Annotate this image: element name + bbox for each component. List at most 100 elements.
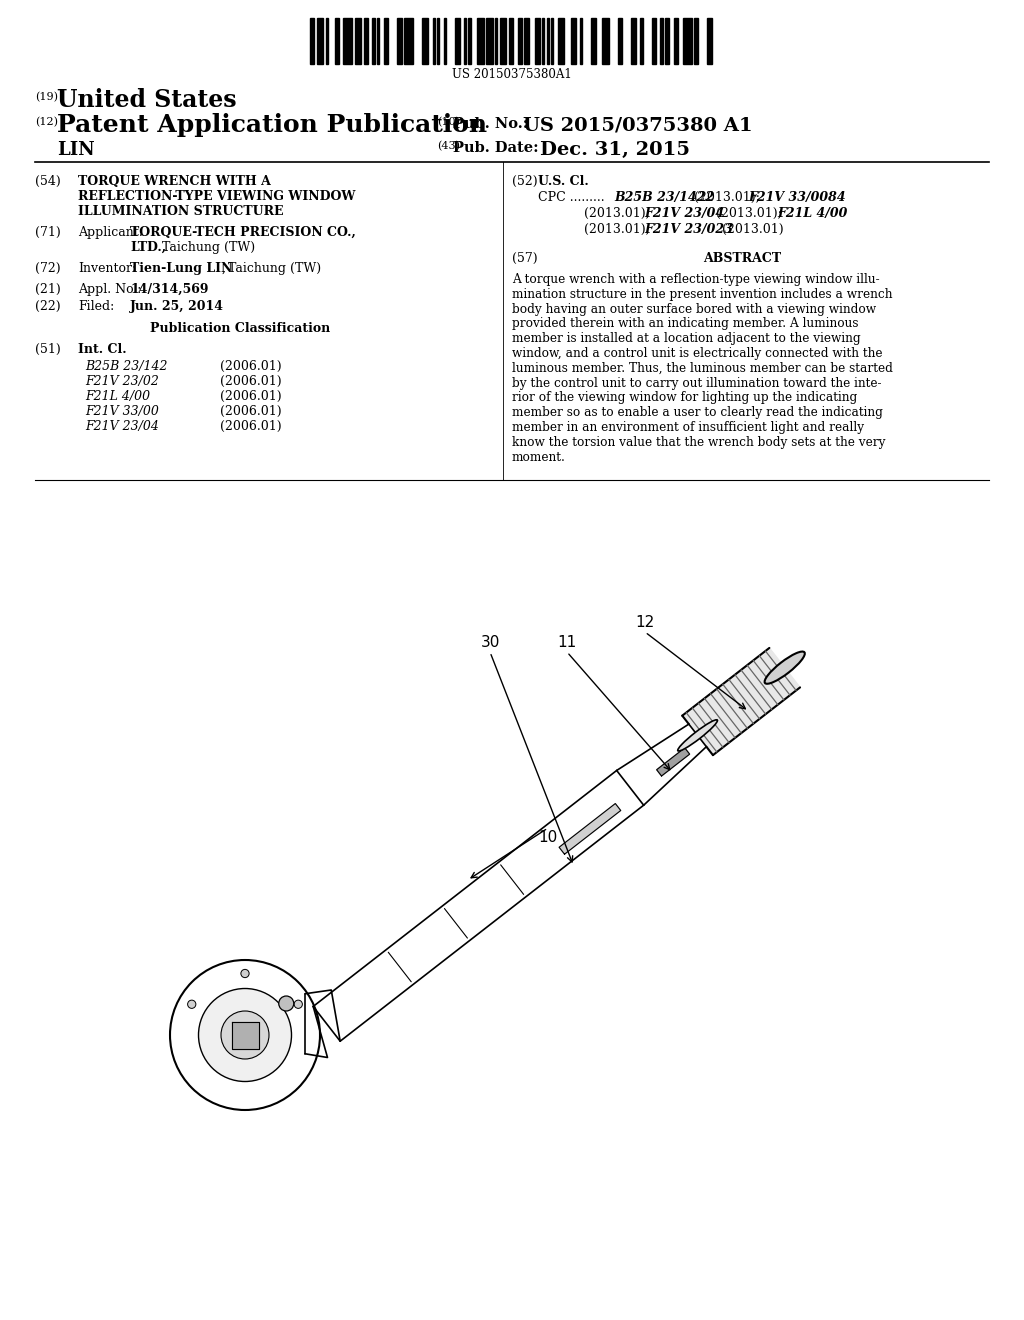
Bar: [444, 18, 446, 63]
Text: ,: ,: [222, 261, 226, 275]
Bar: [403, 18, 413, 63]
Polygon shape: [616, 725, 707, 805]
Text: (2006.01): (2006.01): [220, 375, 282, 388]
Bar: [316, 18, 324, 63]
Bar: [384, 18, 388, 63]
Text: (2006.01): (2006.01): [220, 389, 282, 403]
Bar: [547, 18, 549, 63]
Text: TORQUE WRENCH WITH A: TORQUE WRENCH WITH A: [78, 176, 271, 187]
Text: (2013.01);: (2013.01);: [712, 207, 785, 220]
Polygon shape: [682, 648, 800, 755]
Text: A torque wrench with a reflection-type viewing window illu-: A torque wrench with a reflection-type v…: [512, 273, 880, 286]
Bar: [591, 18, 596, 63]
Bar: [464, 18, 466, 63]
Text: (54): (54): [35, 176, 60, 187]
Bar: [524, 18, 528, 63]
Bar: [433, 18, 435, 63]
Text: member in an environment of insufficient light and really: member in an environment of insufficient…: [512, 421, 864, 434]
Circle shape: [241, 969, 249, 978]
Text: member so as to enable a user to clearly read the indicating: member so as to enable a user to clearly…: [512, 407, 883, 420]
Bar: [580, 18, 583, 63]
Circle shape: [294, 1001, 302, 1008]
Bar: [618, 18, 623, 63]
Text: Tien-Lung LIN: Tien-Lung LIN: [130, 261, 232, 275]
Bar: [694, 18, 698, 63]
Polygon shape: [231, 1022, 258, 1048]
Text: (72): (72): [35, 261, 60, 275]
Bar: [665, 18, 670, 63]
Bar: [377, 18, 379, 63]
Text: Dec. 31, 2015: Dec. 31, 2015: [540, 141, 690, 158]
Text: (51): (51): [35, 343, 60, 356]
Text: U.S. Cl.: U.S. Cl.: [538, 176, 589, 187]
Bar: [437, 18, 439, 63]
Bar: [517, 18, 522, 63]
Text: (2006.01): (2006.01): [220, 360, 282, 374]
Ellipse shape: [765, 652, 805, 684]
Text: US 2015/0375380 A1: US 2015/0375380 A1: [523, 117, 753, 135]
Bar: [310, 18, 314, 63]
Text: (2006.01): (2006.01): [220, 420, 282, 433]
Text: rior of the viewing window for lighting up the indicating: rior of the viewing window for lighting …: [512, 392, 857, 404]
Text: (21): (21): [35, 282, 60, 296]
Text: body having an outer surface bored with a viewing window: body having an outer surface bored with …: [512, 302, 877, 315]
Polygon shape: [656, 748, 689, 776]
Text: Int. Cl.: Int. Cl.: [78, 343, 127, 356]
Text: Taichung (TW): Taichung (TW): [162, 242, 255, 253]
Bar: [708, 18, 712, 63]
Text: (12): (12): [35, 117, 58, 127]
Text: luminous member. Thus, the luminous member can be started: luminous member. Thus, the luminous memb…: [512, 362, 893, 375]
Text: F21V 23/02: F21V 23/02: [85, 375, 159, 388]
Circle shape: [170, 960, 319, 1110]
Bar: [477, 18, 484, 63]
Text: ILLUMINATION STRUCTURE: ILLUMINATION STRUCTURE: [78, 205, 284, 218]
Text: (2013.01);: (2013.01);: [690, 191, 764, 205]
Bar: [551, 18, 553, 63]
Bar: [660, 18, 663, 63]
Text: 30: 30: [480, 635, 500, 649]
Bar: [602, 18, 609, 63]
Text: US 20150375380A1: US 20150375380A1: [453, 69, 571, 81]
Text: F21V 23/04: F21V 23/04: [85, 420, 159, 433]
Polygon shape: [559, 804, 621, 854]
Text: (57): (57): [512, 252, 538, 265]
Bar: [354, 18, 361, 63]
Text: F21V 33/0084: F21V 33/0084: [748, 191, 846, 205]
Text: Pub. No.:: Pub. No.:: [453, 117, 528, 131]
Bar: [343, 18, 352, 63]
Ellipse shape: [678, 719, 718, 751]
Text: B25B 23/142: B25B 23/142: [85, 360, 168, 374]
Text: know the torsion value that the wrench body sets at the very: know the torsion value that the wrench b…: [512, 436, 886, 449]
Text: (2006.01): (2006.01): [220, 405, 282, 418]
Text: member is installed at a location adjacent to the viewing: member is installed at a location adjace…: [512, 333, 860, 346]
Text: LIN: LIN: [57, 141, 95, 158]
Bar: [500, 18, 507, 63]
Text: by the control unit to carry out illumination toward the inte-: by the control unit to carry out illumin…: [512, 376, 882, 389]
Text: Taichung (TW): Taichung (TW): [228, 261, 322, 275]
Text: ABSTRACT: ABSTRACT: [702, 252, 781, 265]
Text: moment.: moment.: [512, 450, 566, 463]
Text: F21V 23/04: F21V 23/04: [644, 207, 724, 220]
Bar: [571, 18, 575, 63]
Text: (52): (52): [512, 176, 538, 187]
Bar: [632, 18, 636, 63]
Text: 14/314,569: 14/314,569: [130, 282, 209, 296]
Bar: [468, 18, 471, 63]
Text: F21V 23/023: F21V 23/023: [644, 223, 733, 236]
Polygon shape: [313, 771, 644, 1041]
Text: F21L 4/00: F21L 4/00: [85, 389, 151, 403]
Text: Pub. Date:: Pub. Date:: [453, 141, 539, 154]
Text: 12: 12: [635, 615, 654, 630]
Text: Filed:: Filed:: [78, 300, 115, 313]
Text: (22): (22): [35, 300, 60, 313]
Text: Appl. No.:: Appl. No.:: [78, 282, 141, 296]
Text: (2013.01);: (2013.01);: [584, 207, 654, 220]
Bar: [558, 18, 564, 63]
Text: CPC .........: CPC .........: [538, 191, 608, 205]
Bar: [536, 18, 540, 63]
Circle shape: [187, 1001, 196, 1008]
Text: (2013.01);: (2013.01);: [584, 223, 654, 236]
Text: 10: 10: [539, 830, 558, 845]
Circle shape: [279, 997, 294, 1011]
Bar: [683, 18, 691, 63]
